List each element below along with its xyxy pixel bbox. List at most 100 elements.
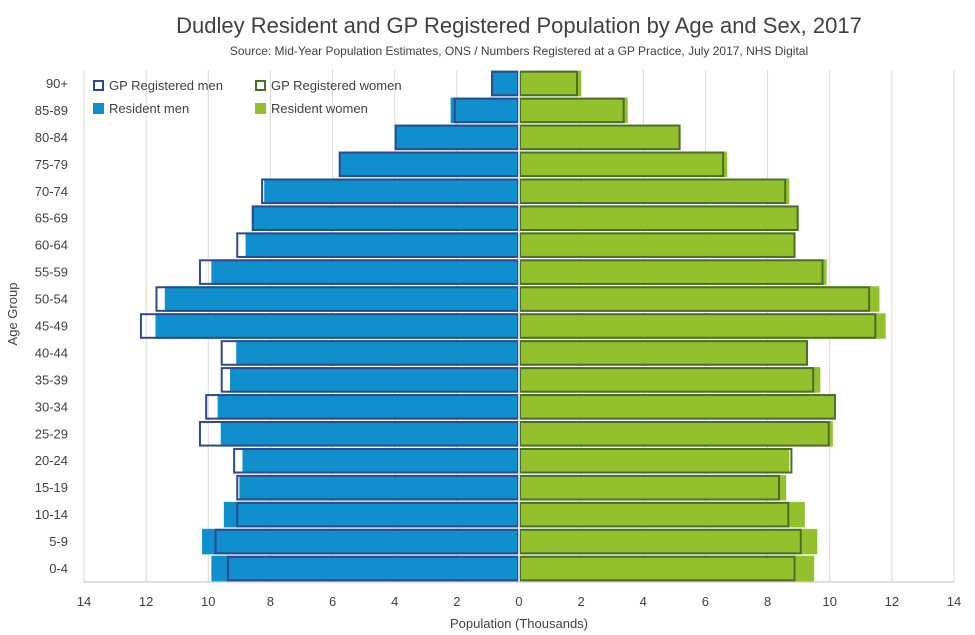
x-tick-label: 4 xyxy=(391,594,398,609)
resident-men-bar xyxy=(217,394,519,420)
y-tick-label: 60-64 xyxy=(35,238,68,253)
resident-women-bar xyxy=(519,501,805,528)
resident-men-bar xyxy=(450,97,519,124)
gp-registered-women-bar xyxy=(519,528,802,555)
resident-women-bar xyxy=(519,528,818,555)
gp-registered-men-bar xyxy=(155,286,519,312)
y-axis-label: Age Group xyxy=(5,283,20,346)
legend: GP Registered men GP Registered women Resi… xyxy=(93,78,402,116)
gp-registered-men-bar xyxy=(220,367,519,393)
x-tick-label: 8 xyxy=(267,594,274,609)
gp-registered-men-bar xyxy=(214,528,519,555)
x-tick-label: 12 xyxy=(139,594,153,609)
y-tick-label: 15-19 xyxy=(35,480,68,495)
resident-women-bar xyxy=(519,421,833,447)
gp-registered-men-bar xyxy=(251,205,520,231)
gp-registered-women-bar xyxy=(519,501,790,528)
resident-women-bar xyxy=(519,178,790,205)
resident-men-bar xyxy=(236,340,519,366)
y-tick-label: 20-24 xyxy=(35,453,68,468)
resident-men-legend-label: Resident men xyxy=(109,101,189,116)
resident-women-bar xyxy=(519,70,582,97)
gp-registered-women-bar xyxy=(519,151,725,178)
y-tick-label: 40-44 xyxy=(35,345,68,360)
x-tick-label: 14 xyxy=(947,594,961,609)
x-tick-label: 10 xyxy=(201,594,215,609)
resident-men-bar xyxy=(338,151,519,178)
x-tick-label: 2 xyxy=(578,594,585,609)
gp-registered-men-bar xyxy=(139,313,520,339)
gp-registered-men-bar xyxy=(198,259,519,285)
resident-men-bar xyxy=(491,70,519,97)
y-tick-label: 10-14 xyxy=(35,507,68,522)
resident-men-bar xyxy=(211,259,519,285)
gp-registered-women-bar xyxy=(519,97,625,124)
y-tick-label: 75-79 xyxy=(35,157,68,172)
gp-registered-men-bar xyxy=(205,394,520,420)
y-tick-label: 35-39 xyxy=(35,372,68,387)
resident-women-bar xyxy=(519,151,728,178)
resident-men-bar xyxy=(242,447,519,474)
gp-registered-women-bar xyxy=(519,70,579,97)
resident-women-bar xyxy=(519,97,628,124)
y-tick-label: 90+ xyxy=(46,76,68,91)
gp-registered-men-bar xyxy=(226,555,520,582)
axes: 14 12 10 8 6 4 2 0 2 4 6 8 10 12 14 0-4 5-9 10-14 15-19 20-… xyxy=(35,70,961,609)
resident-women-bar xyxy=(519,232,796,258)
resident-men-bar xyxy=(394,124,519,151)
y-tick-label: 5-9 xyxy=(49,534,68,549)
gp-registered-women-bar xyxy=(519,124,681,151)
y-tick-label: 30-34 xyxy=(35,399,68,414)
y-tick-label: 0-4 xyxy=(49,561,68,576)
gp-registered-men-bar xyxy=(236,501,519,528)
gp-registered-women-bar xyxy=(519,421,830,447)
resident-men-bar xyxy=(220,421,519,447)
x-axis-label: Population (Thousands) xyxy=(450,616,588,631)
resident-women-bar xyxy=(519,205,799,231)
x-tick-label: 2 xyxy=(453,594,460,609)
y-tick-label: 25-29 xyxy=(35,426,68,441)
gp-registered-women-bar xyxy=(519,286,871,312)
resident-women-bar xyxy=(519,313,886,339)
x-tick-label: 0 xyxy=(515,594,522,609)
gp-registered-men-legend-label: GP Registered men xyxy=(109,78,223,93)
chart-title: Dudley Resident and GP Registered Popula… xyxy=(176,13,862,38)
resident-women-bar xyxy=(519,474,787,501)
chart-subtitle: Source: Mid-Year Population Estimates, O… xyxy=(230,44,808,58)
y-tick-label: 50-54 xyxy=(35,292,68,307)
y-tick-label: 80-84 xyxy=(35,130,68,145)
x-tick-label: 12 xyxy=(885,594,899,609)
gp-registered-men-bar xyxy=(261,178,519,205)
gp-registered-men-bar xyxy=(198,421,519,447)
y-tick-label: 70-74 xyxy=(35,184,68,199)
resident-women-legend-label: Resident women xyxy=(271,101,368,116)
gp-registered-women-legend-label: GP Registered women xyxy=(271,78,402,93)
gp-registered-women-bar xyxy=(519,367,815,393)
x-tick-label: 14 xyxy=(77,594,91,609)
gp-registered-women-bar xyxy=(519,555,796,582)
gp-registered-women-legend-swatch xyxy=(255,80,266,91)
gp-registered-men-bar xyxy=(394,124,520,151)
x-tick-label: 6 xyxy=(329,594,336,609)
resident-women-bar xyxy=(519,286,880,312)
x-tick-label: 4 xyxy=(640,594,647,609)
resident-men-bar xyxy=(245,232,520,258)
resident-men-bar xyxy=(155,313,519,339)
resident-men-bar xyxy=(251,205,520,231)
resident-men-bar xyxy=(223,501,520,528)
gp-registered-women-bar xyxy=(519,340,808,366)
y-tick-label: 65-69 xyxy=(35,211,68,226)
resident-women-legend-swatch xyxy=(255,103,266,114)
resident-women-bar xyxy=(519,124,681,151)
y-tick-label: 55-59 xyxy=(35,265,68,280)
y-tick-label: 45-49 xyxy=(35,319,68,334)
bars xyxy=(139,70,886,582)
resident-men-legend-swatch xyxy=(93,103,104,114)
resident-women-bar xyxy=(519,555,815,582)
gp-registered-women-bar xyxy=(519,178,787,205)
gp-registered-men-bar xyxy=(491,70,519,97)
gp-registered-women-bar xyxy=(519,205,799,231)
gp-registered-women-bar xyxy=(519,313,877,339)
x-tick-label: 6 xyxy=(702,594,709,609)
